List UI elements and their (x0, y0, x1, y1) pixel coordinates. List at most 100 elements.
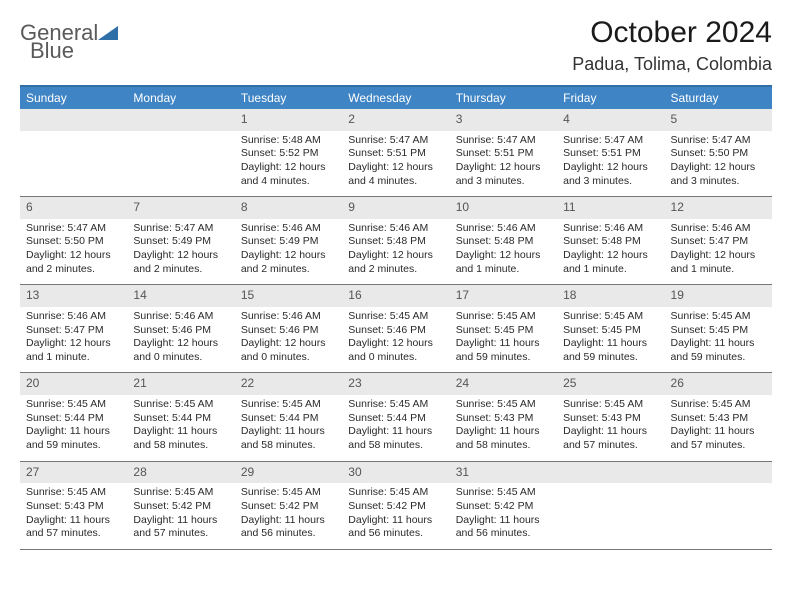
day-header: Thursday (450, 86, 557, 109)
calendar-cell: 4Sunrise: 5:47 AMSunset: 5:51 PMDaylight… (557, 109, 664, 197)
daylight-text: Daylight: 12 hours and 3 minutes. (456, 161, 551, 188)
sunrise-text: Sunrise: 5:46 AM (133, 310, 228, 324)
sunrise-text: Sunrise: 5:45 AM (456, 486, 551, 500)
day-header: Tuesday (235, 86, 342, 109)
calendar-cell: 26Sunrise: 5:45 AMSunset: 5:43 PMDayligh… (665, 373, 772, 461)
calendar-cell: 31Sunrise: 5:45 AMSunset: 5:42 PMDayligh… (450, 461, 557, 549)
calendar-cell: 24Sunrise: 5:45 AMSunset: 5:43 PMDayligh… (450, 373, 557, 461)
day-number: 19 (665, 285, 772, 307)
calendar-cell: 20Sunrise: 5:45 AMSunset: 5:44 PMDayligh… (20, 373, 127, 461)
day-number: 11 (557, 197, 664, 219)
day-body: Sunrise: 5:46 AMSunset: 5:47 PMDaylight:… (665, 219, 772, 285)
sunset-text: Sunset: 5:45 PM (563, 324, 658, 338)
daylight-text: Daylight: 11 hours and 57 minutes. (133, 514, 228, 541)
sunset-text: Sunset: 5:42 PM (348, 500, 443, 514)
sunrise-text: Sunrise: 5:48 AM (241, 134, 336, 148)
daylight-text: Daylight: 12 hours and 1 minute. (26, 337, 121, 364)
daylight-text: Daylight: 12 hours and 3 minutes. (671, 161, 766, 188)
day-body: Sunrise: 5:46 AMSunset: 5:49 PMDaylight:… (235, 219, 342, 285)
sunrise-text: Sunrise: 5:45 AM (348, 310, 443, 324)
day-body: Sunrise: 5:48 AMSunset: 5:52 PMDaylight:… (235, 131, 342, 197)
sunset-text: Sunset: 5:45 PM (671, 324, 766, 338)
sunset-text: Sunset: 5:42 PM (456, 500, 551, 514)
daylight-text: Daylight: 11 hours and 59 minutes. (563, 337, 658, 364)
calendar-cell (20, 109, 127, 197)
sunset-text: Sunset: 5:51 PM (456, 147, 551, 161)
calendar-week: 20Sunrise: 5:45 AMSunset: 5:44 PMDayligh… (20, 373, 772, 461)
day-body: Sunrise: 5:45 AMSunset: 5:45 PMDaylight:… (557, 307, 664, 373)
day-header-row: SundayMondayTuesdayWednesdayThursdayFrid… (20, 86, 772, 109)
day-number: 16 (342, 285, 449, 307)
day-number: 20 (20, 373, 127, 395)
sunset-text: Sunset: 5:43 PM (456, 412, 551, 426)
day-header: Monday (127, 86, 234, 109)
calendar-cell: 7Sunrise: 5:47 AMSunset: 5:49 PMDaylight… (127, 197, 234, 285)
calendar-cell: 10Sunrise: 5:46 AMSunset: 5:48 PMDayligh… (450, 197, 557, 285)
day-number: 2 (342, 109, 449, 131)
day-body: Sunrise: 5:46 AMSunset: 5:46 PMDaylight:… (127, 307, 234, 373)
day-body: Sunrise: 5:45 AMSunset: 5:43 PMDaylight:… (557, 395, 664, 461)
sunrise-text: Sunrise: 5:47 AM (26, 222, 121, 236)
sunset-text: Sunset: 5:42 PM (133, 500, 228, 514)
day-number: 21 (127, 373, 234, 395)
day-body: Sunrise: 5:45 AMSunset: 5:44 PMDaylight:… (20, 395, 127, 461)
day-body: Sunrise: 5:45 AMSunset: 5:43 PMDaylight:… (665, 395, 772, 461)
daylight-text: Daylight: 11 hours and 57 minutes. (671, 425, 766, 452)
daylight-text: Daylight: 12 hours and 1 minute. (563, 249, 658, 276)
sunset-text: Sunset: 5:46 PM (133, 324, 228, 338)
calendar-week: 13Sunrise: 5:46 AMSunset: 5:47 PMDayligh… (20, 285, 772, 373)
sunset-text: Sunset: 5:51 PM (563, 147, 658, 161)
sunrise-text: Sunrise: 5:46 AM (563, 222, 658, 236)
sunset-text: Sunset: 5:48 PM (456, 235, 551, 249)
calendar-cell (127, 109, 234, 197)
sunset-text: Sunset: 5:49 PM (241, 235, 336, 249)
calendar-cell: 3Sunrise: 5:47 AMSunset: 5:51 PMDaylight… (450, 109, 557, 197)
daylight-text: Daylight: 11 hours and 56 minutes. (348, 514, 443, 541)
daylight-text: Daylight: 11 hours and 57 minutes. (563, 425, 658, 452)
calendar-cell: 6Sunrise: 5:47 AMSunset: 5:50 PMDaylight… (20, 197, 127, 285)
day-number: 26 (665, 373, 772, 395)
sunrise-text: Sunrise: 5:47 AM (348, 134, 443, 148)
sunrise-text: Sunrise: 5:46 AM (456, 222, 551, 236)
day-number: 6 (20, 197, 127, 219)
day-header: Friday (557, 86, 664, 109)
calendar-cell: 1Sunrise: 5:48 AMSunset: 5:52 PMDaylight… (235, 109, 342, 197)
calendar-cell: 15Sunrise: 5:46 AMSunset: 5:46 PMDayligh… (235, 285, 342, 373)
logo-triangle-icon (98, 20, 118, 45)
day-body (20, 131, 127, 142)
calendar-body: 1Sunrise: 5:48 AMSunset: 5:52 PMDaylight… (20, 109, 772, 549)
sunset-text: Sunset: 5:44 PM (133, 412, 228, 426)
day-number: 12 (665, 197, 772, 219)
day-body: Sunrise: 5:45 AMSunset: 5:45 PMDaylight:… (665, 307, 772, 373)
calendar-cell (665, 461, 772, 549)
day-number: 14 (127, 285, 234, 307)
sunset-text: Sunset: 5:42 PM (241, 500, 336, 514)
daylight-text: Daylight: 11 hours and 59 minutes. (456, 337, 551, 364)
day-number: 27 (20, 462, 127, 484)
day-number: 25 (557, 373, 664, 395)
day-number: 17 (450, 285, 557, 307)
day-number: 7 (127, 197, 234, 219)
calendar-cell: 12Sunrise: 5:46 AMSunset: 5:47 PMDayligh… (665, 197, 772, 285)
day-number (20, 109, 127, 131)
calendar-cell: 28Sunrise: 5:45 AMSunset: 5:42 PMDayligh… (127, 461, 234, 549)
day-number (665, 462, 772, 484)
calendar-cell: 5Sunrise: 5:47 AMSunset: 5:50 PMDaylight… (665, 109, 772, 197)
calendar-cell: 18Sunrise: 5:45 AMSunset: 5:45 PMDayligh… (557, 285, 664, 373)
daylight-text: Daylight: 11 hours and 59 minutes. (671, 337, 766, 364)
day-number: 9 (342, 197, 449, 219)
calendar-cell: 23Sunrise: 5:45 AMSunset: 5:44 PMDayligh… (342, 373, 449, 461)
calendar-cell: 30Sunrise: 5:45 AMSunset: 5:42 PMDayligh… (342, 461, 449, 549)
daylight-text: Daylight: 12 hours and 1 minute. (456, 249, 551, 276)
sunset-text: Sunset: 5:45 PM (456, 324, 551, 338)
day-body: Sunrise: 5:46 AMSunset: 5:47 PMDaylight:… (20, 307, 127, 373)
daylight-text: Daylight: 11 hours and 58 minutes. (348, 425, 443, 452)
day-body: Sunrise: 5:47 AMSunset: 5:51 PMDaylight:… (557, 131, 664, 197)
day-body: Sunrise: 5:45 AMSunset: 5:43 PMDaylight:… (450, 395, 557, 461)
day-number (557, 462, 664, 484)
sunset-text: Sunset: 5:48 PM (348, 235, 443, 249)
daylight-text: Daylight: 12 hours and 0 minutes. (348, 337, 443, 364)
day-body: Sunrise: 5:46 AMSunset: 5:48 PMDaylight:… (342, 219, 449, 285)
day-header: Wednesday (342, 86, 449, 109)
daylight-text: Daylight: 12 hours and 3 minutes. (563, 161, 658, 188)
